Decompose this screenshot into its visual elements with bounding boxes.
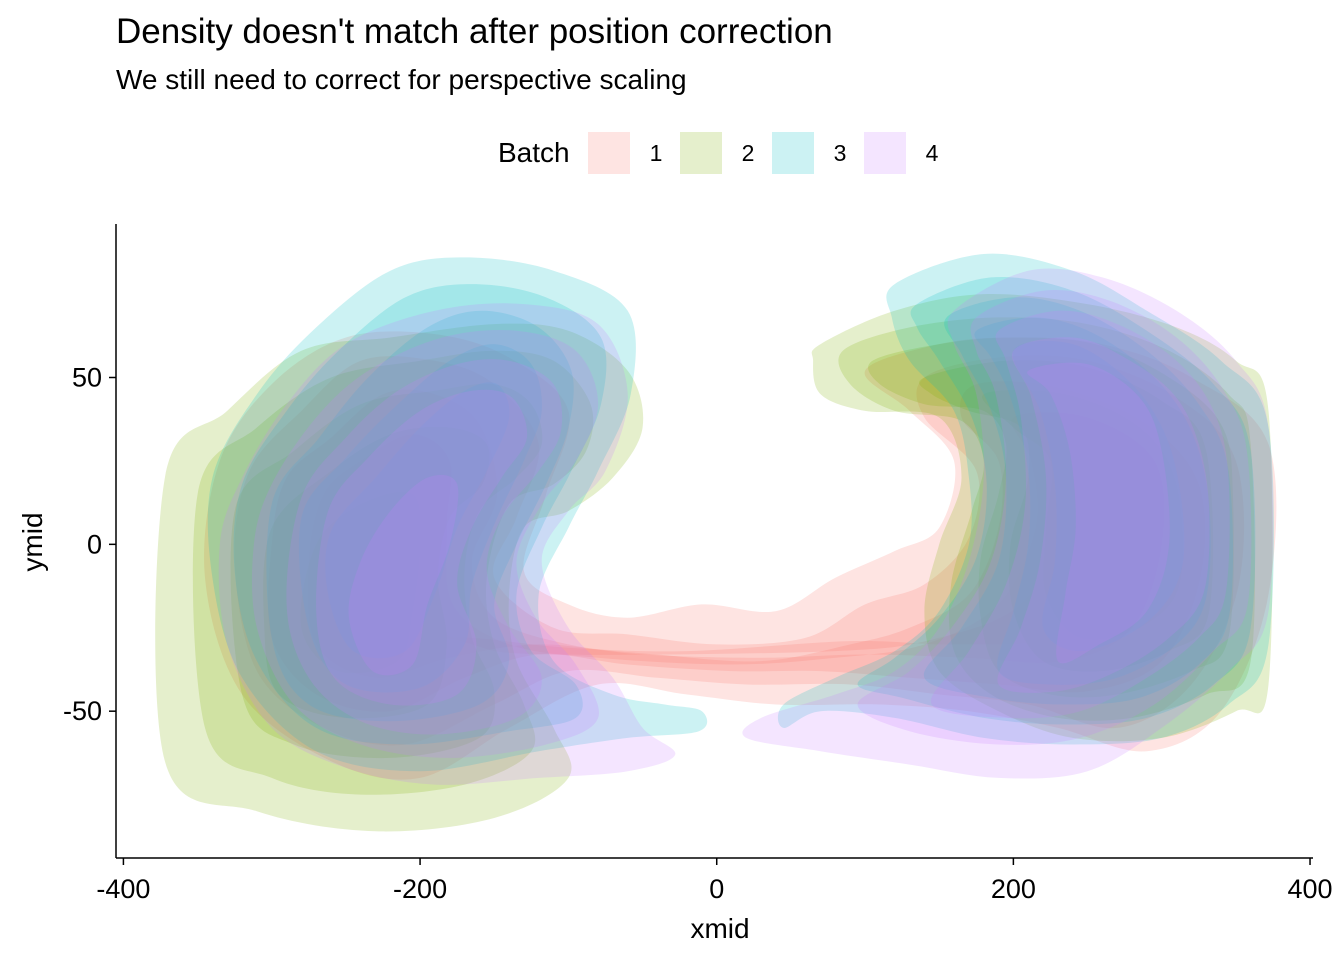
x-tick-label: 200	[991, 874, 1036, 904]
legend-item-batch-4: 4	[863, 132, 942, 174]
density-region-batch-2-level-1	[811, 293, 1273, 742]
density-region-batch-4-level-2	[857, 289, 1252, 745]
chart-subtitle: We still need to correct for perspective…	[116, 64, 687, 95]
density-region-batch-1-level-3	[267, 381, 1206, 712]
density-region-batch-3-level-5	[325, 382, 510, 659]
chart-title: Density doesn't match after position cor…	[116, 12, 833, 51]
legend-key-batch-2	[679, 132, 722, 174]
legend-label-batch-2: 2	[741, 139, 755, 166]
density-region-batch-2-level-3	[230, 383, 543, 759]
density-region-batch-4-level-4	[997, 337, 1210, 693]
density-region-batch-4-level-2	[251, 329, 599, 758]
density-region-batch-3-level-1	[207, 257, 708, 772]
legend-title: Batch	[498, 137, 570, 168]
density-region-batch-4-level-5	[1027, 362, 1170, 664]
density-region-batch-4-level-3	[286, 359, 563, 735]
legend-key-batch-4	[863, 132, 906, 174]
density-region-batch-3-level-4	[974, 317, 1211, 685]
density-region-batch-2-level-2	[838, 317, 1255, 721]
legend: Batch 1 2 3 4	[498, 132, 956, 174]
legend-key-batch-3	[771, 132, 814, 174]
legend-item-batch-2: 2	[679, 132, 758, 174]
density-region-batch-2-level-4	[263, 426, 490, 719]
density-series-batch-3	[207, 253, 1274, 772]
legend-key-batch-1	[587, 132, 630, 174]
density-region-batch-2-level-2	[192, 350, 594, 795]
x-tick-label: 0	[709, 874, 724, 904]
density-region-batch-3-level-5	[1012, 340, 1185, 652]
x-tick-label: -200	[393, 874, 447, 904]
density-region-batch-1-level-1	[204, 331, 1277, 780]
y-axis-title: ymid	[17, 512, 48, 571]
density-region-batch-3-level-3	[923, 297, 1234, 705]
density-region-batch-3-level-3	[266, 310, 574, 722]
density-series-batch-4	[218, 268, 1274, 785]
legend-item-batch-3: 3	[771, 132, 850, 174]
density-region-batch-3-level-4	[298, 344, 542, 693]
x-tick-label: -400	[96, 874, 150, 904]
density-series-batch-1	[204, 331, 1277, 780]
density-series-batch-2	[155, 293, 1273, 832]
density-region-batch-1-level-4	[307, 412, 1165, 678]
legend-label-batch-1: 1	[649, 139, 663, 166]
density-region-batch-4-level-4	[316, 389, 528, 706]
density-region-batch-3-level-2	[233, 284, 607, 745]
density-layer	[155, 253, 1277, 832]
y-tick-label: 50	[72, 362, 102, 392]
density-region-batch-3-level-2	[857, 276, 1256, 725]
legend-label-batch-3: 3	[833, 139, 847, 166]
density-region-batch-3-level-1	[777, 253, 1274, 745]
axes-layer: -400 -200 0 200 400 -50 0 50	[63, 224, 1333, 904]
density-region-batch-2-level-4	[919, 360, 1214, 672]
density-region-batch-2-level-5	[982, 390, 1184, 640]
y-tick-label: -50	[63, 696, 102, 726]
y-tick-label: 0	[87, 529, 102, 559]
legend-item-batch-1: 1	[587, 132, 666, 174]
density-region-batch-4-level-1	[218, 303, 676, 785]
x-axis-title: xmid	[690, 913, 749, 944]
density-region-batch-1-level-2	[234, 355, 1245, 746]
legend-label-batch-4: 4	[925, 139, 939, 166]
density-region-batch-4-level-3	[930, 310, 1230, 719]
x-tick-label: 400	[1288, 874, 1333, 904]
density-region-batch-4-level-5	[348, 474, 459, 676]
density-region-batch-4-level-1	[742, 268, 1274, 779]
density-region-batch-2-level-3	[868, 337, 1234, 698]
density-region-batch-2-level-1	[155, 323, 644, 832]
density-region-batch-2-level-5	[300, 491, 421, 674]
density-region-batch-1-level-5	[342, 454, 1125, 655]
